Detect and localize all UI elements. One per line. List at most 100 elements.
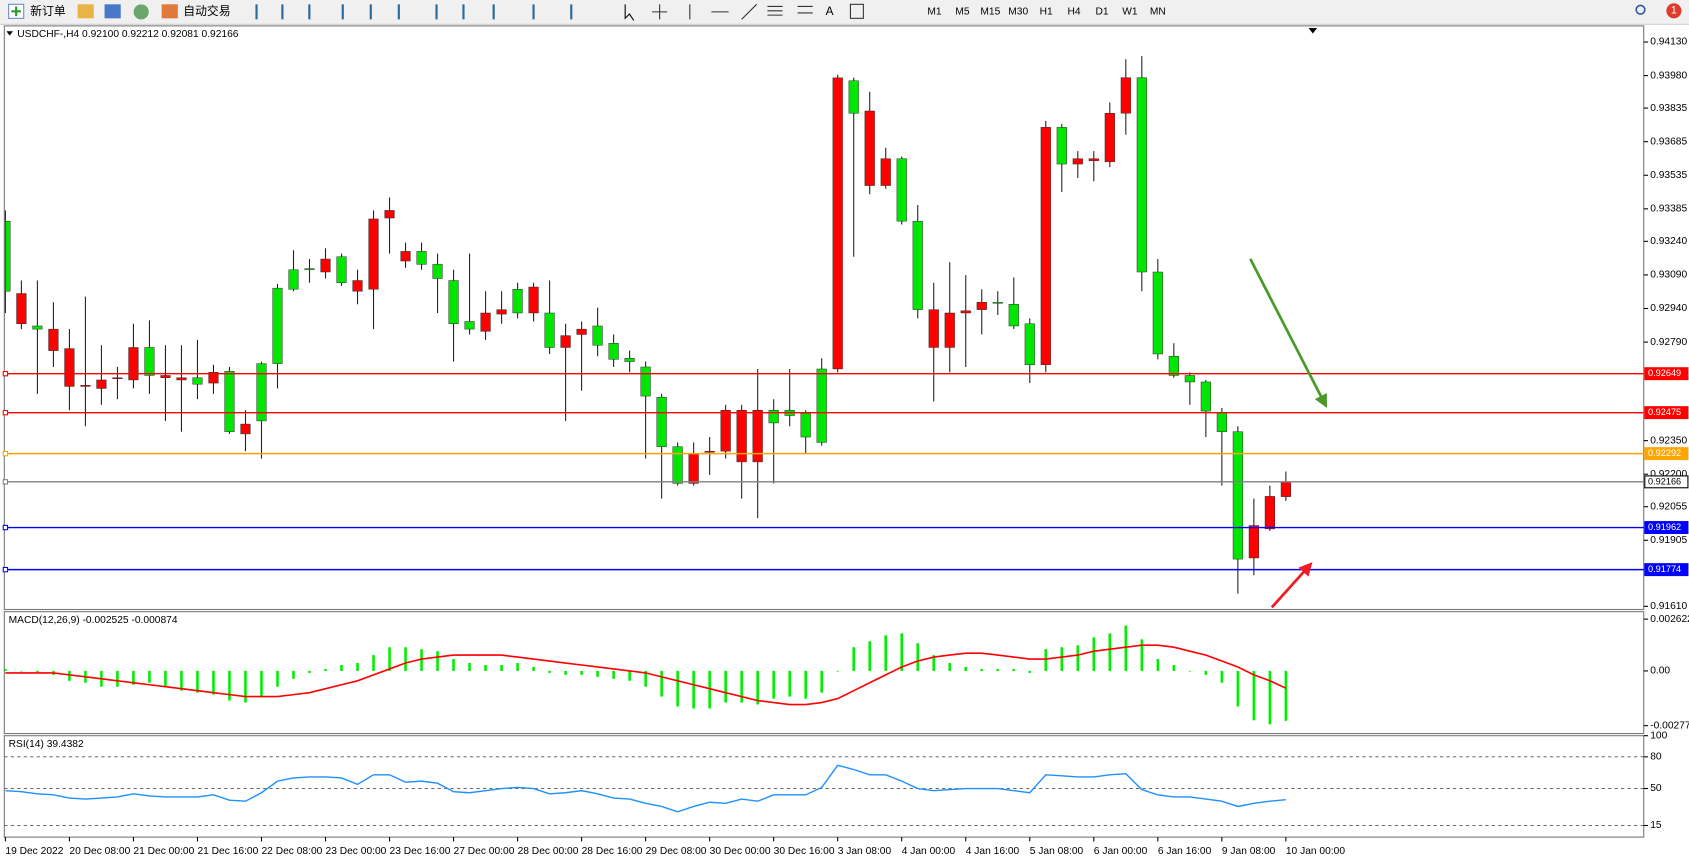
x-tick-label: 3 Jan 08:00 (838, 846, 892, 857)
price-level-marker (2, 409, 9, 416)
candle-body (176, 377, 187, 381)
macd-bar (580, 670, 583, 675)
candle-body (1232, 431, 1243, 560)
candle-body (592, 325, 603, 346)
price-level-marker (2, 370, 9, 377)
candle-body (1120, 77, 1131, 114)
candle-body (1280, 481, 1291, 497)
timeframe-button[interactable]: M1 (927, 7, 942, 18)
candle-body (560, 335, 571, 348)
icon (11, 6, 22, 17)
timeframe-button[interactable]: W1 (1122, 7, 1138, 18)
tool-label[interactable]: A (826, 4, 834, 18)
y-tick-label: 0.93685 (1650, 136, 1687, 147)
x-tick-label: 21 Dec 00:00 (133, 846, 194, 857)
macd-bar (340, 664, 343, 671)
macd-bar (564, 670, 567, 675)
macd-bar (1284, 670, 1288, 721)
macd-bar (1220, 670, 1224, 683)
macd-bar (1204, 670, 1208, 675)
macd-bar (404, 647, 407, 671)
auto-trading-button[interactable]: 自动交易 (161, 4, 231, 19)
candle-body (752, 409, 763, 463)
macd-bar (1124, 625, 1128, 671)
menu-arrow[interactable] (6, 31, 13, 36)
x-tick-label: 27 Dec 00:00 (454, 846, 515, 857)
candle-body (48, 328, 59, 351)
price-level-marker (2, 479, 9, 485)
candle-body (1072, 158, 1083, 165)
y-tick-label: 0.92055 (1650, 501, 1687, 512)
macd-bar (820, 670, 823, 693)
macd-bar (596, 670, 599, 677)
candle-body (688, 452, 699, 484)
price-level-label: 0.92166 (1648, 476, 1681, 486)
macd-bar (1188, 670, 1192, 672)
toolbar-bg (0, 0, 1689, 24)
y-tick-label: 0.93835 (1650, 103, 1687, 114)
macd-panel (3, 611, 1645, 735)
timeframe-button[interactable]: M30 (1008, 7, 1028, 18)
y-tick-label: 15 (1650, 820, 1662, 831)
x-tick-label: 22 Dec 08:00 (261, 846, 322, 857)
candle-body (1264, 496, 1275, 530)
macd-bar (68, 670, 71, 681)
candle-body (1184, 375, 1195, 383)
macd-bar (852, 647, 856, 671)
candle-body (656, 396, 667, 447)
signal-line (5, 644, 1287, 706)
candle-body (736, 409, 747, 463)
icon[interactable] (77, 4, 94, 19)
macd-bar (868, 641, 872, 671)
x-tick-label: 19 Dec 2022 (5, 846, 63, 857)
candle-body (528, 286, 539, 314)
x-tick-label: 6 Jan 16:00 (1158, 846, 1212, 857)
candle-body (32, 325, 43, 330)
macd-bar (676, 670, 679, 707)
candle-body (320, 258, 331, 273)
macd-title: MACD(12,26,9) -0.002525 -0.000874 (9, 615, 178, 626)
y-tick-label: 0.93535 (1650, 170, 1687, 181)
timeframe-button[interactable]: H4 (1068, 7, 1081, 18)
candle-body (80, 385, 91, 387)
icon[interactable] (133, 4, 149, 20)
candle-body (416, 251, 427, 265)
icon[interactable] (104, 4, 121, 19)
rsi-panel (3, 735, 1645, 838)
new-order-button[interactable]: 新订单 (8, 3, 66, 19)
candle-body (624, 358, 635, 362)
price-level-marker (2, 450, 9, 457)
timeframe-button[interactable]: D1 (1095, 7, 1108, 18)
x-tick-label: 29 Dec 08:00 (646, 846, 707, 857)
y-tick-label: 0.94130 (1650, 37, 1687, 48)
timeframe-button[interactable]: H1 (1040, 7, 1053, 18)
timeframe-button[interactable]: MN (1150, 7, 1166, 18)
macd-bar (612, 670, 615, 679)
toolbar-icons[interactable] (255, 4, 573, 20)
x-tick-label: 9 Jan 08:00 (1222, 846, 1276, 857)
candle-body (192, 377, 203, 385)
candle-body (976, 302, 987, 310)
macd-bar (356, 663, 359, 671)
notification-badge[interactable] (1666, 3, 1682, 19)
macd-bar (772, 670, 775, 699)
x-tick-label: 6 Jan 00:00 (1094, 846, 1148, 857)
search-icon[interactable] (1635, 4, 1646, 15)
candle-body (96, 379, 107, 389)
macd-bar (484, 664, 487, 671)
candle-body (1056, 127, 1067, 165)
timeframe-button[interactable]: M5 (955, 7, 970, 18)
candle-body (256, 363, 267, 422)
macd-bar (36, 670, 39, 673)
y-tick-label: 50 (1650, 783, 1662, 794)
candle-body (240, 423, 251, 435)
cursor-tool[interactable] (624, 4, 635, 21)
timeframe-button[interactable]: M15 (980, 7, 1000, 18)
drawing-tools[interactable] (652, 3, 813, 20)
annotation-arrow (1249, 258, 1327, 409)
icon[interactable] (849, 3, 864, 19)
candle-body (16, 293, 27, 324)
candle-body (384, 210, 395, 219)
